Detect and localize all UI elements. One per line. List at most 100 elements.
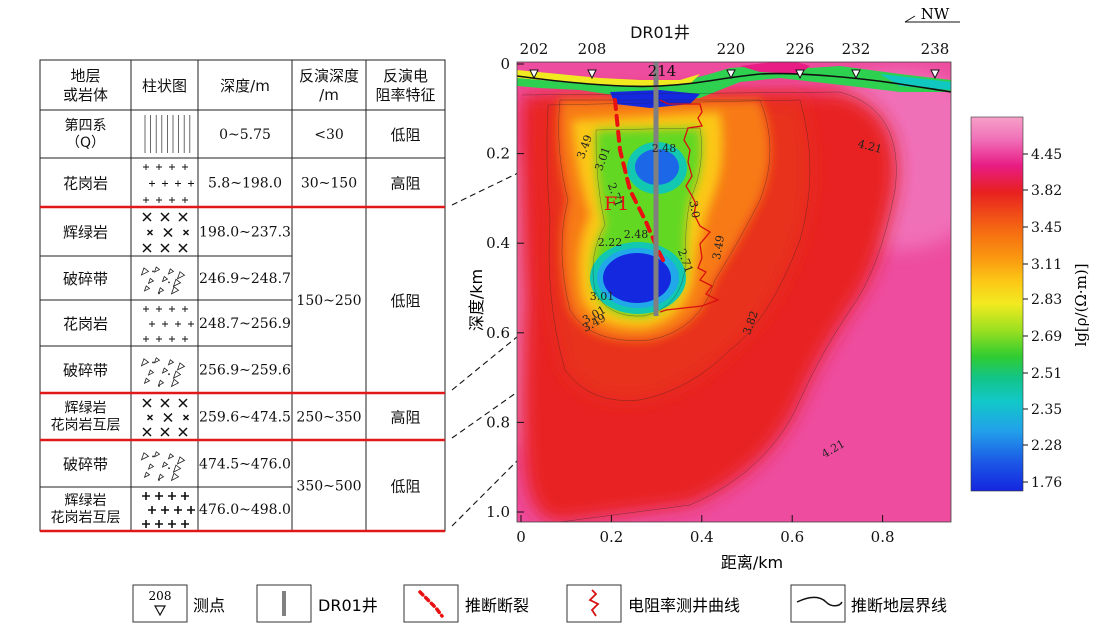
colorbar-tick-label: 2.69 [1031,329,1062,345]
table-header-cell: 地层 [70,67,100,85]
contour-lines [521,91,897,522]
resistivity-profile: 3.493.012.713.012.482.482.223.013.493.03… [467,5,960,572]
colorbar-tick-label: 2.51 [1031,366,1062,382]
contour-label: 3.49 [710,234,727,260]
table-resistivity-feature: 低阻 [390,126,420,144]
y-tick-label: 0.8 [486,413,510,431]
station-triangle-icon [587,69,597,80]
table-inversion-depth: 30~150 [301,176,357,192]
station-triangle-icon [930,69,940,80]
x-tick-label: 0 [516,528,526,546]
fault-icon [418,590,444,618]
colorbar-tick-label: 3.45 [1031,220,1062,236]
table-depth-cell: 198.0~237.3 [199,225,291,241]
station-triangle-icon [153,605,167,617]
table-stratum-name: （Q） [66,135,105,151]
table-stratum-name: 第四系 [65,117,107,134]
legend: 208 测点 DR01井 推断断裂 电阻率测井曲线 推断地层界线 [132,584,947,623]
table-depth-cell: 256.9~259.6 [199,363,291,379]
table-stratum-name: 花岗岩 [63,315,108,333]
direction-marker: NW [904,5,960,23]
table-header-cell: 反演电 [383,67,428,85]
table-header-cell: 柱状图 [142,77,187,95]
colorbar-tick-label: 3.11 [1031,257,1062,273]
stratum-boundary [517,72,951,93]
table-stratum-name: 破碎带 [63,362,108,380]
table-depth-cell: 259.6~474.5 [199,410,291,426]
x-axis-label: 距离/km [721,553,783,572]
column-pattern-plus [143,306,194,342]
legend-station-number: 208 [149,589,172,603]
station-label: 202 [520,40,549,58]
x-tick-label: 0.2 [599,528,623,546]
table-header-cell: 阻率特征 [375,86,435,104]
table-header-cell: 深度/m [220,77,270,95]
table-depth-cell: 248.7~256.9 [199,316,291,332]
contour-label: 2.48 [624,228,649,241]
column-pattern-triangles [140,357,186,388]
table-header-cell: /m [319,86,339,104]
colorbar-tick-label: 2.35 [1031,402,1062,418]
plot-frame [516,61,952,523]
table-stratum-name: 辉绿岩 [63,224,108,242]
colorbar: 4.45 3.82 3.45 3.11 2.83 2.69 2.51 2.35 2.28 1.76… [970,116,1090,492]
table-resistivity-feature: 高阻 [390,175,420,193]
y-axis-label: 深度/km [467,269,486,331]
legend-box-boundary [790,584,846,623]
legend-box-log-curve [566,584,622,623]
colorbar-scale [970,116,1024,492]
table-resistivity-feature: 低阻 [390,292,420,310]
shallow-high [740,62,810,74]
y-tick-label: 0 [500,55,510,73]
contour-label: 2.48 [652,142,677,155]
column-pattern-cross [142,398,190,437]
table-header-cell: 反演深度 [299,67,359,85]
column-pattern-plus [143,164,194,203]
contour-label: 3.01 [590,290,615,303]
table-stratum-name: 花岗岩 [63,175,108,193]
log-curve-icon [588,589,600,617]
table-stratum-name: 破碎带 [63,270,108,288]
station-triangle-icon [529,69,539,80]
column-pattern-cross [142,212,190,253]
table-inversion-depth: 150~250 [296,293,361,309]
legend-label-station: 测点 [193,596,225,615]
x-tick-label: 0.4 [690,528,714,546]
shallow-layer [517,62,951,100]
column-pattern-boldplus [142,492,195,528]
table-inversion-depth: <30 [314,127,344,143]
column-pattern-triangles [140,266,186,295]
y-tick-label: 0.4 [486,234,510,252]
table-resistivity-feature: 高阻 [390,409,420,427]
station-label: 214 [648,62,677,80]
column-pattern-lines [144,115,191,153]
table-header-cell: 或岩体 [63,86,108,104]
station-triangle-icon [851,69,861,80]
station-triangle-icon [795,69,805,80]
y-tick-label: 0.6 [486,324,510,342]
table-depth-cell: 0~5.75 [219,127,271,143]
table-inversion-depth: 250~350 [296,410,361,426]
station-markers: 202 208 214 220 226 232 238 [520,40,950,80]
table-depth-cell: 476.0~498.0 [199,502,291,518]
colorbar-tick-label: 2.83 [1031,292,1062,308]
table-depth-cell: 5.8~198.0 [208,176,282,192]
table-stratum-name: 花岗岩互层 [51,510,121,526]
resistivity-log-curve [659,99,720,313]
station-label: 208 [578,40,607,58]
y-tick-label: 0.2 [486,145,510,163]
fault-f1 [613,98,666,264]
station-label: 232 [842,40,871,58]
direction-label: NW [921,5,950,23]
legend-label-well: DR01井 [318,596,378,615]
table-stratum-name: 辉绿岩 [65,401,107,417]
table-depth-cell: 474.5~476.0 [199,457,291,473]
colorbar-tick-label: 4.45 [1031,147,1062,163]
legend-label-fault: 推断断裂 [465,596,529,615]
table-depth-cell: 246.9~248.7 [199,271,291,287]
table-inversion-depth: 350~500 [296,479,361,495]
fault-label: F1 [604,193,629,215]
station-label: 238 [921,40,950,58]
table-stratum-name: 破碎带 [63,456,108,474]
